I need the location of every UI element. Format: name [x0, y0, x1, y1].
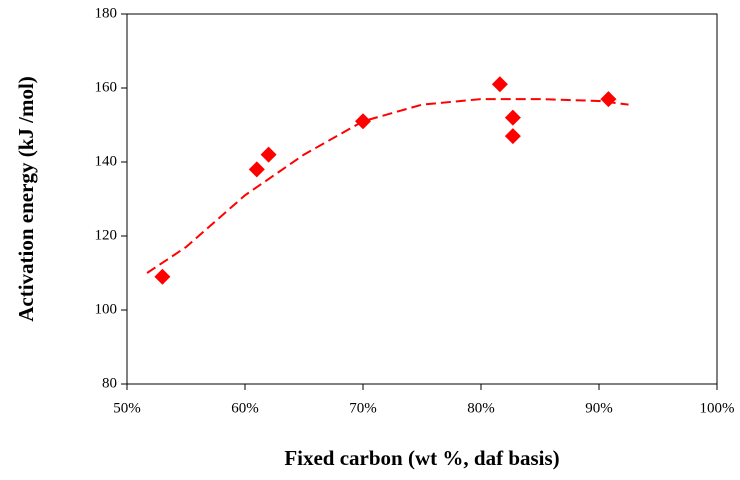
data-point	[248, 161, 265, 178]
plot-frame	[126, 13, 718, 385]
x-tick-label: 70%	[349, 400, 377, 416]
y-tick-label: 180	[95, 5, 118, 21]
y-tick-label: 120	[95, 227, 118, 243]
y-tick-label: 140	[95, 153, 118, 169]
x-tick-label: 60%	[231, 400, 259, 416]
trend-line	[146, 98, 629, 274]
data-point	[504, 109, 521, 126]
x-tick-label: 90%	[585, 400, 613, 416]
data-point	[260, 146, 277, 163]
data-point	[154, 268, 171, 285]
x-tick-label: 100%	[700, 400, 735, 416]
data-point	[600, 91, 617, 108]
y-axis-title: Activation energy (kJ /mol)	[14, 76, 38, 322]
y-tick-label: 100	[95, 301, 118, 317]
x-axis-title: Fixed carbon (wt %, daf basis)	[284, 446, 559, 470]
data-point	[491, 76, 508, 93]
x-tick-label: 50%	[113, 400, 141, 416]
data-point	[504, 128, 521, 145]
x-tick-label: 80%	[467, 400, 495, 416]
y-tick-label: 80	[102, 375, 117, 391]
y-tick-label: 160	[95, 79, 118, 95]
